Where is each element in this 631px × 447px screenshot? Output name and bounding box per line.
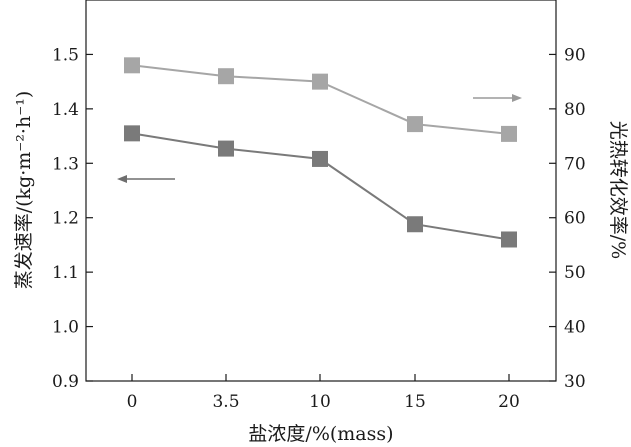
x-tick-label: 0 — [127, 392, 138, 412]
data-point-right — [407, 116, 423, 133]
data-point-left — [501, 231, 517, 248]
right-axis: 30 40 50 60 70 80 90 — [549, 45, 586, 392]
x-axis-title: 盐浓度/%(mass) — [248, 423, 393, 445]
data-point-left — [218, 140, 234, 157]
series-line-left — [131, 132, 510, 241]
plot-frame — [85, 0, 557, 382]
left-tick-label: 1.0 — [52, 318, 79, 338]
data-point-right — [501, 125, 517, 142]
x-tick-label: 15 — [404, 392, 426, 412]
right-tick-label: 30 — [564, 372, 586, 392]
right-tick-label: 70 — [564, 154, 586, 174]
x-tick-label: 20 — [498, 392, 520, 412]
right-tick-label: 90 — [564, 45, 586, 65]
arrow-right-head — [512, 94, 522, 102]
y-left-axis-title: 蒸发速率/(kg·m⁻²·h⁻¹) — [13, 91, 35, 290]
left-tick-label: 1.4 — [52, 100, 79, 120]
data-point-right — [218, 68, 234, 85]
left-tick-label: 0.9 — [52, 372, 79, 392]
left-tick-label: 1.2 — [52, 209, 79, 229]
data-point-left — [312, 150, 328, 167]
series-layer — [124, 57, 517, 248]
data-point-left — [407, 216, 423, 233]
right-tick-label: 80 — [564, 100, 586, 120]
data-point-right — [312, 73, 328, 90]
right-tick-label: 60 — [564, 209, 586, 229]
x-tick-label: 10 — [309, 392, 331, 412]
right-tick-label: 50 — [564, 263, 586, 283]
left-tick-label: 1.1 — [52, 263, 79, 283]
left-axis: 0.9 1.0 1.1 1.2 1.3 1.4 1.5 — [52, 45, 93, 392]
arrow-layer — [117, 94, 522, 183]
data-point-left — [124, 125, 140, 142]
left-tick-label: 1.5 — [52, 45, 79, 65]
y-right-axis-title: 光热转化效率/% — [607, 121, 629, 259]
x-tick-label: 3.5 — [212, 392, 239, 412]
x-axis: 0 3.5 10 15 20 — [127, 374, 520, 412]
arrow-left-head — [117, 175, 127, 183]
data-point-right — [124, 57, 140, 74]
left-tick-label: 1.3 — [52, 154, 79, 174]
right-tick-label: 40 — [564, 318, 586, 338]
